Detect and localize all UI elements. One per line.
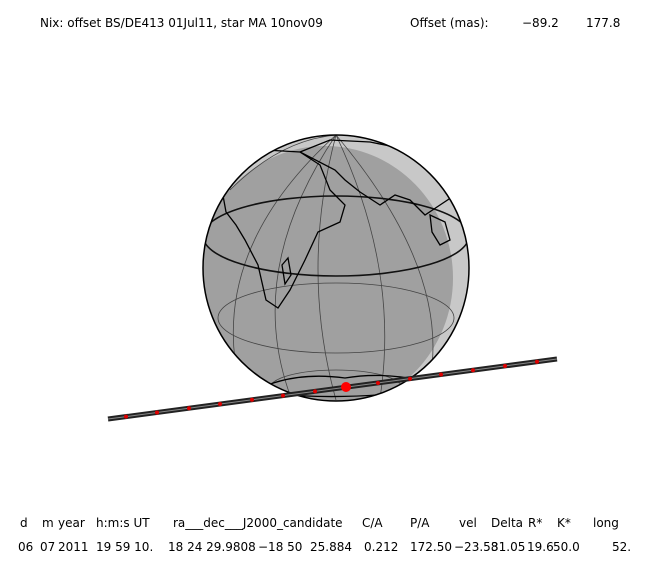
table-cell: 19 59 10.	[96, 540, 153, 554]
table-cell: 07	[40, 540, 55, 554]
table-cell: −23.58	[454, 540, 498, 554]
table-cell: 06	[18, 540, 33, 554]
table-cell: 31.05	[491, 540, 525, 554]
offset-value: −89.2	[522, 16, 559, 30]
offset-label: Offset (mas):	[410, 16, 489, 30]
column-header: C/A	[362, 516, 383, 530]
table-cell: 0.212	[364, 540, 398, 554]
table-cell: 2011	[58, 540, 89, 554]
table-cell: 50.0	[553, 540, 580, 554]
table-cell: 19.6	[527, 540, 554, 554]
time-markers	[124, 359, 539, 419]
column-header: long	[593, 516, 619, 530]
table-cell: 18 24 29.9808	[168, 540, 256, 554]
offset-value: 177.8	[586, 16, 620, 30]
column-header: ra___dec___J2000_candidate	[173, 516, 343, 530]
column-header: d	[20, 516, 28, 530]
data-table: d m year h:m:s UT ra___dec___J2000_candidate…	[18, 516, 631, 554]
globe-shadow	[203, 146, 453, 401]
column-header: K*	[557, 516, 571, 530]
table-cell: 52.	[612, 540, 631, 554]
column-header: year	[58, 516, 85, 530]
globe	[202, 134, 470, 402]
title: Nix: offset BS/DE413 01Jul11, star MA 10…	[40, 16, 323, 30]
column-header: R*	[528, 516, 542, 530]
column-header: m	[42, 516, 54, 530]
column-header: P/A	[410, 516, 430, 530]
column-header: vel	[459, 516, 477, 530]
column-header: h:m:s UT	[96, 516, 150, 530]
occultation-track	[107, 356, 558, 422]
closest-approach	[341, 382, 351, 392]
column-header: Delta	[491, 516, 523, 530]
table-cell: 172.50	[410, 540, 452, 554]
table-cell: −18 50 25.884	[258, 540, 352, 554]
coastlines	[221, 139, 456, 398]
